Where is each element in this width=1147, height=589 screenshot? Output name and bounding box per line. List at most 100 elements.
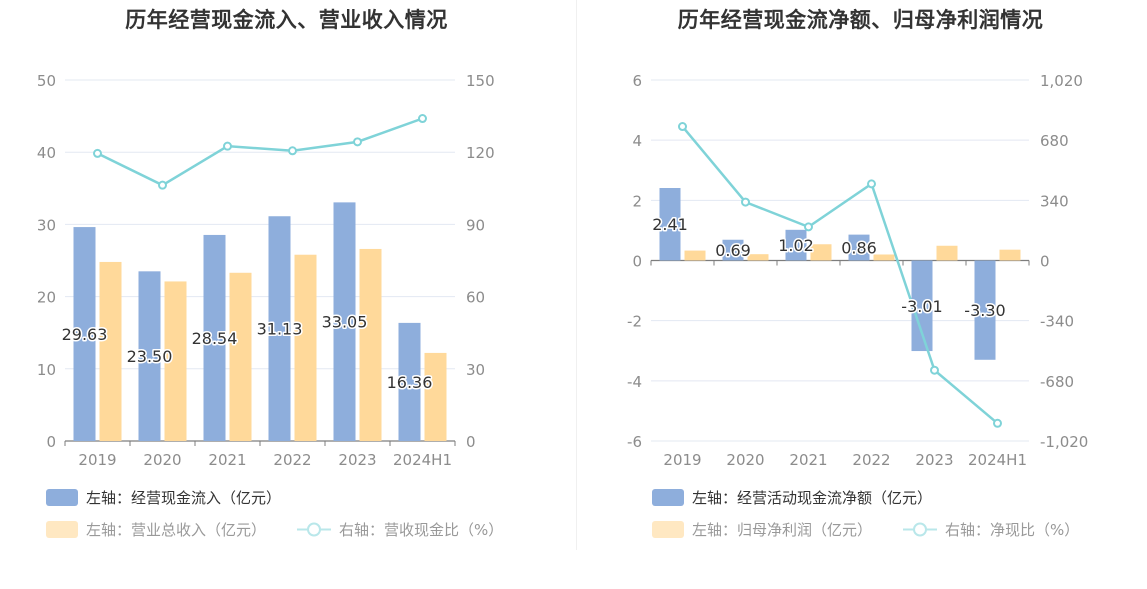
bar-series-1	[785, 229, 807, 261]
right-axis-tick-label: -1,020	[1040, 433, 1088, 451]
legend-line-swatch-icon	[297, 522, 331, 536]
chart-panel-net-cash-flow: 历年经营现金流净额、归母净利润情况 -6 -1,020 -4 -680 -2 -340 0 0…	[574, 0, 1147, 589]
right-axis-tick-label: 1,020	[1040, 72, 1083, 90]
data-label: 16.36	[387, 373, 433, 392]
data-label: 0.69	[715, 241, 751, 260]
bar-series-1	[911, 260, 933, 352]
x-axis-tick-label: 2023	[338, 451, 376, 469]
line-point	[867, 179, 876, 189]
bar-series-1	[73, 227, 96, 441]
line-point	[993, 418, 1002, 428]
bar-series-1	[722, 239, 744, 261]
chart-title: 历年经营现金流净额、归母净利润情况	[677, 8, 1044, 32]
line-point	[418, 114, 427, 124]
line-point	[93, 148, 102, 158]
legend-label: 右轴：营收现金比（%）	[339, 520, 504, 539]
left-axis-tick-label: 20	[37, 289, 56, 307]
bar-series-2	[873, 254, 895, 261]
left-axis-tick-label: 50	[37, 72, 56, 90]
legend-swatch	[46, 520, 78, 538]
x-axis-tick-label: 2024H1	[968, 451, 1027, 469]
legend-swatch	[652, 488, 684, 506]
bar-series-1	[398, 322, 421, 441]
panel-divider	[576, 0, 577, 550]
left-axis-tick-label: 0	[46, 433, 56, 451]
plot-area: 0 0 10 30 20 60 30 90 40 120 50 150 2019 2020 2021 2022…	[37, 72, 495, 469]
x-axis-tick-label: 2024H1	[393, 451, 452, 469]
right-axis-tick-label: 0	[1040, 253, 1050, 271]
bar-series-1	[974, 260, 996, 360]
bar-series-1	[203, 234, 226, 441]
line-point	[223, 141, 232, 151]
bar-series-2	[424, 352, 447, 441]
bar-series-2	[164, 281, 187, 441]
legend-item-net-cash-ratio[interactable]: 右轴：净现比（%）	[903, 517, 1079, 541]
right-axis-tick-label: 30	[466, 361, 485, 379]
bar-series-1	[659, 187, 681, 261]
bar-series-2	[229, 272, 252, 441]
legend-line-swatch-icon	[903, 522, 937, 536]
legend-item-net-cash-flow[interactable]: 左轴：经营活动现金流净额（亿元）	[652, 485, 932, 509]
bar-series-1	[138, 271, 161, 441]
bar-series-1	[333, 202, 356, 441]
line-point	[158, 180, 167, 190]
right-axis-tick-label: 60	[466, 289, 485, 307]
right-axis-tick-label: 0	[466, 433, 476, 451]
left-axis-tick-label: 2	[632, 192, 642, 210]
data-label: 31.13	[257, 320, 303, 339]
chart-panel-cash-inflow: 历年经营现金流入、营业收入情况 0 0 10 30 20 60 30 90 40 120 50 150…	[0, 0, 573, 589]
data-label: 1.02	[778, 236, 814, 255]
bar-series-2	[810, 244, 832, 261]
data-label: 0.86	[841, 239, 877, 258]
line-point	[741, 197, 750, 207]
data-label: 2.41	[652, 215, 688, 234]
x-axis-tick-label: 2019	[78, 451, 116, 469]
left-axis-tick-label: 30	[37, 216, 56, 234]
bar-series-2	[936, 245, 958, 261]
legend-label: 左轴：营业总收入（亿元）	[86, 520, 267, 539]
legend-item-cash-revenue-ratio[interactable]: 右轴：营收现金比（%）	[297, 517, 503, 541]
legend-label: 左轴：经营现金流入（亿元）	[86, 488, 282, 507]
left-axis-tick-label: 6	[632, 72, 642, 90]
legend-item-revenue[interactable]: 左轴：营业总收入（亿元）	[46, 517, 266, 541]
legend-label: 左轴：经营活动现金流净额（亿元）	[692, 488, 933, 507]
bar-series-2	[294, 254, 317, 441]
right-axis-tick-label: 120	[466, 144, 495, 162]
left-axis-tick-label: 40	[37, 144, 56, 162]
line-series	[96, 117, 423, 187]
bar-series-2	[359, 248, 382, 441]
x-axis-tick-label: 2020	[726, 451, 764, 469]
data-label: -3.30	[964, 301, 1005, 320]
data-label: 29.63	[62, 325, 108, 344]
line-point	[930, 365, 939, 375]
bar-series-2	[747, 254, 769, 261]
right-axis-tick-label: 680	[1040, 132, 1069, 150]
right-axis-tick-label: -340	[1040, 313, 1074, 331]
chart-title: 历年经营现金流入、营业收入情况	[125, 8, 448, 32]
left-axis-tick-label: -4	[627, 373, 642, 391]
line-point	[678, 122, 687, 132]
line-point	[353, 137, 362, 147]
line-point	[288, 146, 297, 156]
line-point	[804, 222, 813, 232]
legend-item-cash-inflow[interactable]: 左轴：经营现金流入（亿元）	[46, 485, 281, 509]
plot-area: -6 -1,020 -4 -680 -2 -340 0 0 2 340 4 680 6 1,020 2019…	[627, 72, 1088, 469]
data-label: -3.01	[901, 297, 942, 316]
legend-label: 右轴：净现比（%）	[945, 520, 1080, 539]
line-series	[681, 125, 999, 425]
legend-label: 左轴：归母净利润（亿元）	[692, 520, 873, 539]
bar-series-2	[999, 249, 1021, 261]
right-axis-tick-label: -680	[1040, 373, 1074, 391]
x-axis-tick-label: 2020	[143, 451, 181, 469]
data-label: 28.54	[192, 329, 238, 348]
x-axis-tick-label: 2023	[915, 451, 953, 469]
left-axis-tick-label: -2	[627, 313, 642, 331]
data-label: 23.50	[127, 347, 173, 366]
legend-item-net-profit[interactable]: 左轴：归母净利润（亿元）	[652, 517, 872, 541]
x-axis-tick-label: 2019	[663, 451, 701, 469]
data-label: 33.05	[322, 313, 368, 332]
x-axis-tick-label: 2022	[852, 451, 890, 469]
right-axis-tick-label: 340	[1040, 192, 1069, 210]
x-axis-tick-label: 2021	[208, 451, 246, 469]
